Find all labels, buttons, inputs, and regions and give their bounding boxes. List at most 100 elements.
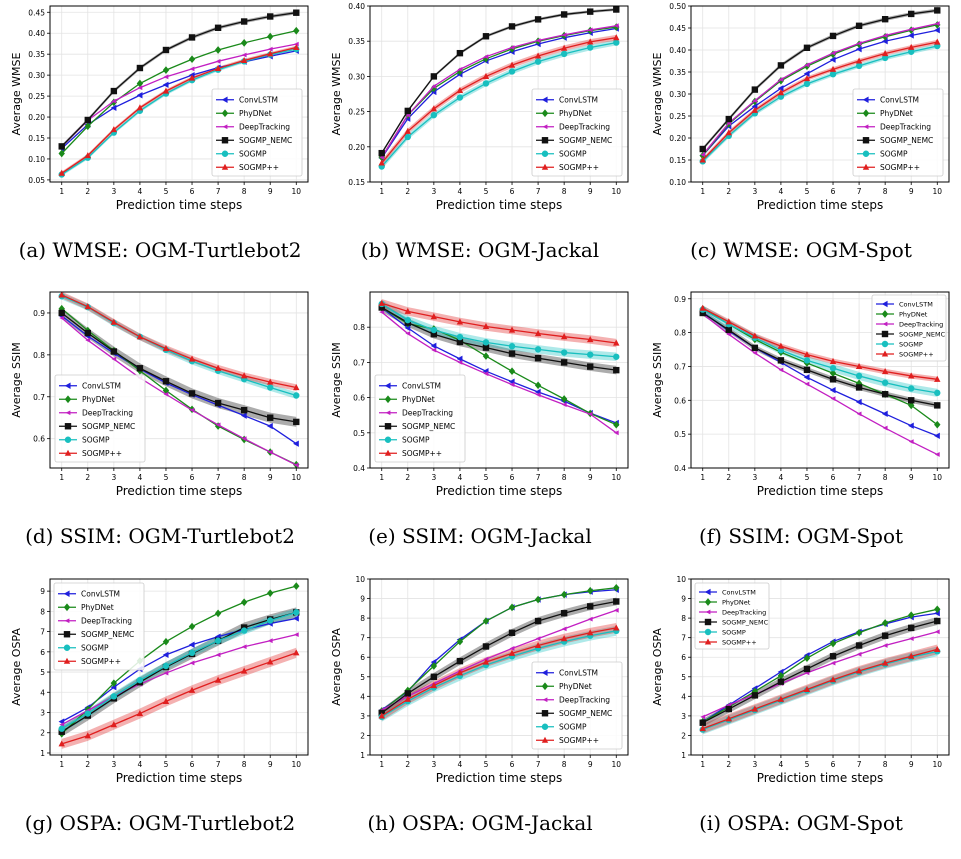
data-point-sogmp-nemc — [508, 23, 516, 30]
legend-marker — [64, 395, 72, 404]
y-axis-label: Average OSPA — [330, 628, 343, 706]
legend-marker — [542, 697, 548, 703]
series-sogmp — [58, 609, 300, 732]
data-point-sogmp-nemc — [829, 376, 837, 383]
data-point-sogmp-nemc — [293, 418, 300, 426]
chart-panel-9: 1 2 3 4 5 6 7 8 9 10 1 2 3 4 5 6 7 8 9 10 Prediction time st… — [641, 573, 961, 859]
data-point-sogmp — [136, 676, 144, 684]
data-point-sogmp — [267, 617, 274, 624]
x-tick-label: 7 — [216, 473, 221, 482]
legend-entry: SOGMP++ — [58, 657, 121, 666]
legend-label: DeepTracking — [899, 320, 943, 328]
legend-box — [531, 661, 623, 750]
data-point-sogmp-nemc — [456, 338, 464, 346]
data-point-deeptracking — [587, 616, 593, 622]
legend-entry: SOGMP++ — [536, 736, 599, 745]
data-point-deeptracking — [908, 26, 914, 32]
data-point-sogmp-nemc — [699, 309, 706, 317]
y-tick-label: 1 — [40, 749, 45, 758]
y-tick-label: 0.35 — [348, 37, 365, 46]
data-point-phydnet — [855, 628, 863, 637]
data-point-deeptracking — [241, 52, 247, 58]
data-point-phydnet — [136, 79, 144, 88]
data-point-sogmp — [58, 725, 65, 732]
x-tick-label: 3 — [111, 760, 116, 769]
data-point-sogmp- — [829, 65, 837, 72]
series-line-sogmp — [61, 48, 297, 176]
data-point-convlstm — [908, 422, 914, 429]
x-tick-label: 4 — [138, 187, 143, 196]
data-point-phydnet — [881, 619, 889, 627]
data-point-deeptracking — [830, 50, 836, 56]
legend-entry: SOGMP — [536, 149, 587, 158]
legend-marker — [862, 163, 870, 170]
legend-entry: PhyDNet — [379, 395, 435, 404]
data-point-sogmp-nemc — [751, 86, 759, 93]
data-point-sogmp — [404, 133, 411, 141]
series-line-sogmp-nemc — [702, 620, 938, 724]
legend-entry: SOGMP — [58, 643, 109, 652]
legend-entry: ConvLSTM — [216, 95, 278, 104]
x-tick-label: 4 — [458, 473, 463, 482]
data-point-convlstm — [430, 342, 437, 350]
legend-marker — [862, 109, 870, 118]
legend-entry: ConvLSTM — [857, 95, 919, 104]
data-point-sogmp-nemc — [587, 603, 594, 610]
x-tick-label: 6 — [190, 473, 195, 482]
x-axis-label: Prediction time steps — [116, 484, 243, 498]
data-point-sogmp- — [293, 384, 300, 391]
y-tick-label: 0.9 — [674, 295, 686, 304]
legend-entry: DeepTracking — [536, 695, 610, 704]
legend-label: SOGMP++ — [899, 350, 934, 358]
chart-caption: (a) WMSE: OGM-Turtlebot2 — [18, 238, 302, 262]
series-line-convlstm — [61, 50, 297, 149]
y-axis-label: Average SSIM — [651, 342, 664, 417]
data-point-phydnet — [240, 598, 248, 607]
legend-label: SOGMP_NEMC — [82, 422, 135, 431]
x-tick-label: 3 — [752, 473, 757, 482]
data-point-sogmp-nemc — [613, 598, 620, 605]
data-point-phydnet — [214, 422, 222, 430]
series-deeptracking — [379, 309, 619, 436]
series-line-deeptracking — [61, 43, 297, 147]
chart-svg: 1 2 3 4 5 6 7 8 9 10 1 2 3 4 5 6 7 8 9 Prediction time step… — [10, 578, 309, 785]
chart-svg: 1 2 3 4 5 6 7 8 9 10 0.15 0.20 0.25 0.30 0.35 0.40 Predi… — [330, 2, 629, 212]
data-point-deeptracking — [379, 309, 385, 315]
legend-marker — [541, 736, 549, 743]
legend: ConvLSTM PhyDNet DeepTracking SOGMP_NEMC SOG… — [871, 294, 947, 362]
legend-marker — [65, 410, 71, 416]
legend-entry: PhyDNet — [857, 109, 913, 118]
legend-marker — [221, 137, 229, 144]
legend-marker — [63, 603, 71, 612]
series-line-phydnet — [381, 587, 617, 712]
legend-label: ConvLSTM — [402, 381, 441, 390]
legend-marker — [541, 669, 548, 676]
x-tick-label: 10 — [932, 187, 942, 196]
x-tick-label: 5 — [164, 760, 169, 769]
legend-marker — [704, 628, 712, 636]
data-point-sogmp- — [560, 635, 568, 642]
x-tick-label: 10 — [291, 473, 301, 482]
series-line-deeptracking — [702, 313, 938, 456]
legend-box — [53, 582, 145, 671]
data-point-deeptracking — [509, 382, 515, 387]
legend-label: SOGMP++ — [81, 657, 121, 666]
legend-marker — [541, 96, 548, 103]
legend-entry: ConvLSTM — [876, 300, 933, 308]
series-sogmp-nemc — [58, 9, 300, 150]
series-line-deeptracking — [61, 633, 297, 726]
data-point-sogmp-nemc — [855, 384, 863, 391]
plot-frame — [49, 5, 309, 183]
data-point-sogmp- — [136, 104, 144, 111]
y-tick-label: 0.7 — [353, 358, 365, 367]
y-tick-label: 10 — [676, 575, 686, 584]
legend-label: SOGMP++ — [559, 736, 599, 745]
data-point-phydnet — [240, 39, 248, 47]
x-tick-label: 10 — [611, 473, 621, 482]
series-line-phydnet — [61, 30, 297, 154]
legend-box — [531, 88, 623, 177]
legend-label: DeepTracking — [559, 122, 610, 131]
legend-label: SOGMP — [402, 435, 430, 444]
x-tick-label: 6 — [190, 187, 195, 196]
data-point-phydnet — [162, 637, 170, 646]
